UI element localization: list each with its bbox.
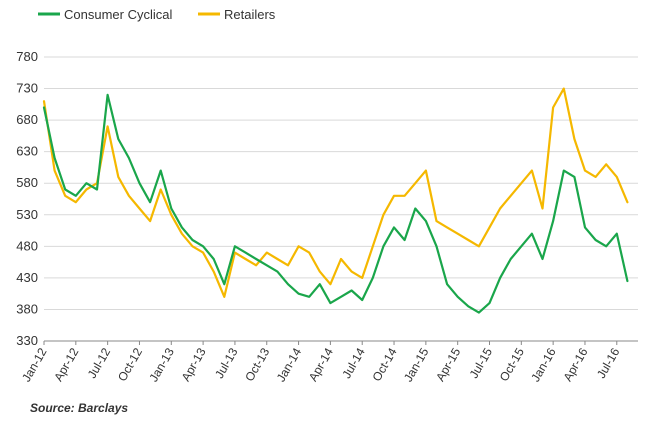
y-tick-label-3: 480 [16,238,38,253]
y-tick-label-8: 730 [16,81,38,96]
x-tick-label-8: Jan-14 [274,345,305,384]
x-tick-label-5: Apr-13 [179,345,209,383]
series-line-1 [42,87,629,298]
legend: Consumer Cyclical Retailers [38,7,276,22]
x-tick-label-2: Jul-12 [85,345,114,381]
x-tick-label-4: Jan-13 [146,345,177,384]
x-tick-label-9: Apr-14 [306,345,336,383]
y-axis-ticks: 330 380 430 480 530 580 630 680 730 780 [16,49,38,348]
x-axis: Jan-12 Apr-12 Jul-12 Oct-12 Jan-13 Apr-13 Jul-… [19,340,638,384]
gridlines [44,56,638,342]
y-tick-label-0: 330 [16,333,38,348]
x-tick-label-13: Apr-15 [433,345,463,383]
y-tick-label-7: 680 [16,112,38,127]
x-tick-label-6: Jul-13 [212,345,241,381]
y-tick-label-9: 780 [16,49,38,64]
x-tick-label-11: Oct-14 [370,345,400,383]
y-tick-label-4: 530 [16,207,38,222]
x-tick-label-18: Jul-16 [594,345,623,381]
y-tick-label-5: 580 [16,175,38,190]
x-tick-label-10: Jul-14 [339,345,368,381]
x-tick-label-17: Apr-16 [560,345,590,383]
x-tick-label-15: Oct-15 [497,345,527,383]
x-tick-label-14: Jul-15 [467,345,496,381]
x-tick-label-0: Jan-12 [19,345,50,384]
x-tick-label-7: Oct-13 [242,345,272,383]
plot-area [42,87,629,314]
y-tick-label-6: 630 [16,144,38,159]
y-tick-label-2: 430 [16,270,38,285]
x-tick-label-1: Apr-12 [51,345,81,383]
source-note: Source: Barclays [30,401,129,415]
series-line-0 [42,93,629,314]
x-tick-label-16: Jan-16 [528,345,559,384]
legend-label-0: Consumer Cyclical [64,7,172,22]
x-tick-label-12: Jan-15 [401,345,432,384]
y-tick-label-1: 380 [16,301,38,316]
x-tick-label-3: Oct-12 [115,345,145,383]
legend-label-1: Retailers [224,7,276,22]
